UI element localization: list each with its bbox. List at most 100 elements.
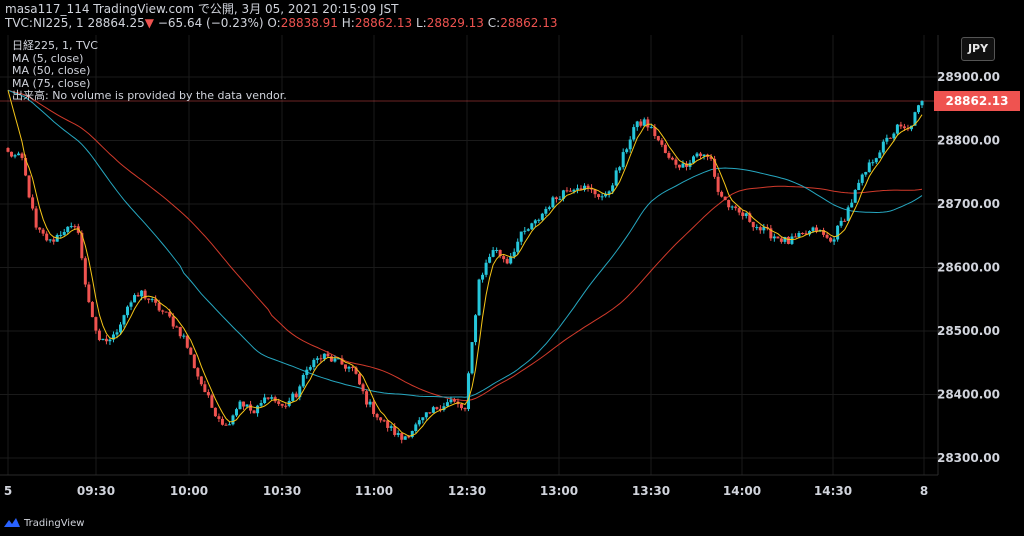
last-price: 28864.25 xyxy=(87,16,145,30)
candle xyxy=(568,187,572,192)
candle xyxy=(681,160,685,168)
candle xyxy=(677,164,681,171)
candle xyxy=(284,402,288,409)
candle xyxy=(800,232,804,235)
candle xyxy=(431,405,435,414)
candle xyxy=(692,155,695,165)
candle xyxy=(210,393,214,408)
candle xyxy=(772,233,776,242)
price-tick-label: 28300.00 xyxy=(937,451,1000,465)
candle xyxy=(502,254,506,263)
candle xyxy=(256,404,260,417)
candle xyxy=(48,239,52,243)
candle xyxy=(583,183,587,192)
candle xyxy=(294,391,298,399)
candle xyxy=(238,399,242,410)
candle xyxy=(878,150,882,159)
candle xyxy=(554,196,558,203)
currency-button[interactable]: JPY xyxy=(961,37,995,61)
candle xyxy=(291,391,295,402)
candle xyxy=(389,424,393,431)
candle xyxy=(769,224,773,241)
time-tick-label: 8 xyxy=(920,484,928,498)
candle xyxy=(614,167,618,187)
candle xyxy=(122,314,126,328)
candle xyxy=(832,237,836,245)
candle xyxy=(333,355,337,363)
candle xyxy=(737,207,741,216)
candle xyxy=(108,337,112,345)
candle xyxy=(34,206,38,230)
candle xyxy=(632,124,636,142)
candle xyxy=(235,407,238,418)
candle xyxy=(305,366,309,379)
candle xyxy=(31,194,35,211)
time-tick-label: 09:30 xyxy=(77,484,115,498)
candle xyxy=(829,236,833,243)
candle xyxy=(825,233,829,240)
candle xyxy=(358,372,362,386)
candle xyxy=(45,231,49,242)
candle xyxy=(126,305,130,318)
candle xyxy=(83,256,87,288)
candle xyxy=(347,365,351,373)
candle xyxy=(329,354,333,363)
candle xyxy=(372,398,376,417)
candle xyxy=(776,236,780,239)
candle xyxy=(164,311,168,313)
candle xyxy=(94,316,98,334)
ma5-series xyxy=(7,90,923,437)
candle xyxy=(220,416,224,426)
candle xyxy=(143,289,147,301)
candle xyxy=(417,417,421,427)
candle xyxy=(533,219,537,227)
candle xyxy=(593,189,597,198)
time-axis: 5 09:30 10:00 10:30 11:00 12:30 13:00 13:30 14:0… xyxy=(4,484,928,498)
down-arrow-icon: ▼ xyxy=(144,16,154,30)
footer-brand[interactable]: TradingView xyxy=(3,514,84,532)
candle xyxy=(850,199,854,208)
candle xyxy=(597,193,601,200)
candle xyxy=(600,193,604,201)
candle xyxy=(354,366,358,375)
price-tick-label: 28500.00 xyxy=(937,324,1000,338)
candle xyxy=(881,139,885,155)
candle xyxy=(379,417,383,423)
candle xyxy=(178,326,182,339)
candle xyxy=(561,189,565,202)
candle xyxy=(706,153,710,161)
legend-ma50[interactable]: MA (50, close) xyxy=(12,64,91,77)
candle xyxy=(111,331,115,343)
candle xyxy=(509,253,513,265)
candle xyxy=(607,190,611,198)
candle xyxy=(477,278,481,316)
candle xyxy=(874,157,878,164)
candle xyxy=(185,335,189,349)
candle xyxy=(259,400,263,408)
candle xyxy=(899,121,903,129)
candle xyxy=(888,137,892,139)
candle xyxy=(231,414,235,426)
price-tick-label: 28600.00 xyxy=(937,261,1000,275)
candle xyxy=(519,231,523,246)
candle xyxy=(315,356,319,364)
candle xyxy=(10,151,14,158)
candle xyxy=(224,422,228,426)
time-tick-label: 10:30 xyxy=(263,484,301,498)
candle xyxy=(656,135,660,142)
price-axis: 28300.00 28400.00 28500.00 28600.00 28700.00… xyxy=(937,70,1000,465)
candle xyxy=(308,365,312,372)
candle xyxy=(695,152,699,158)
candle xyxy=(97,328,101,342)
legend-ma5[interactable]: MA (5, close) xyxy=(12,51,84,65)
ma50-series xyxy=(7,89,923,398)
time-tick-label: 5 xyxy=(4,484,12,498)
ma5-line xyxy=(7,90,923,437)
legend-ma75[interactable]: MA (75, close) xyxy=(12,76,91,90)
low-value: 28829.13 xyxy=(426,16,484,30)
candle xyxy=(410,430,414,439)
candle xyxy=(586,183,590,192)
candle xyxy=(730,205,734,210)
candle xyxy=(365,389,369,408)
